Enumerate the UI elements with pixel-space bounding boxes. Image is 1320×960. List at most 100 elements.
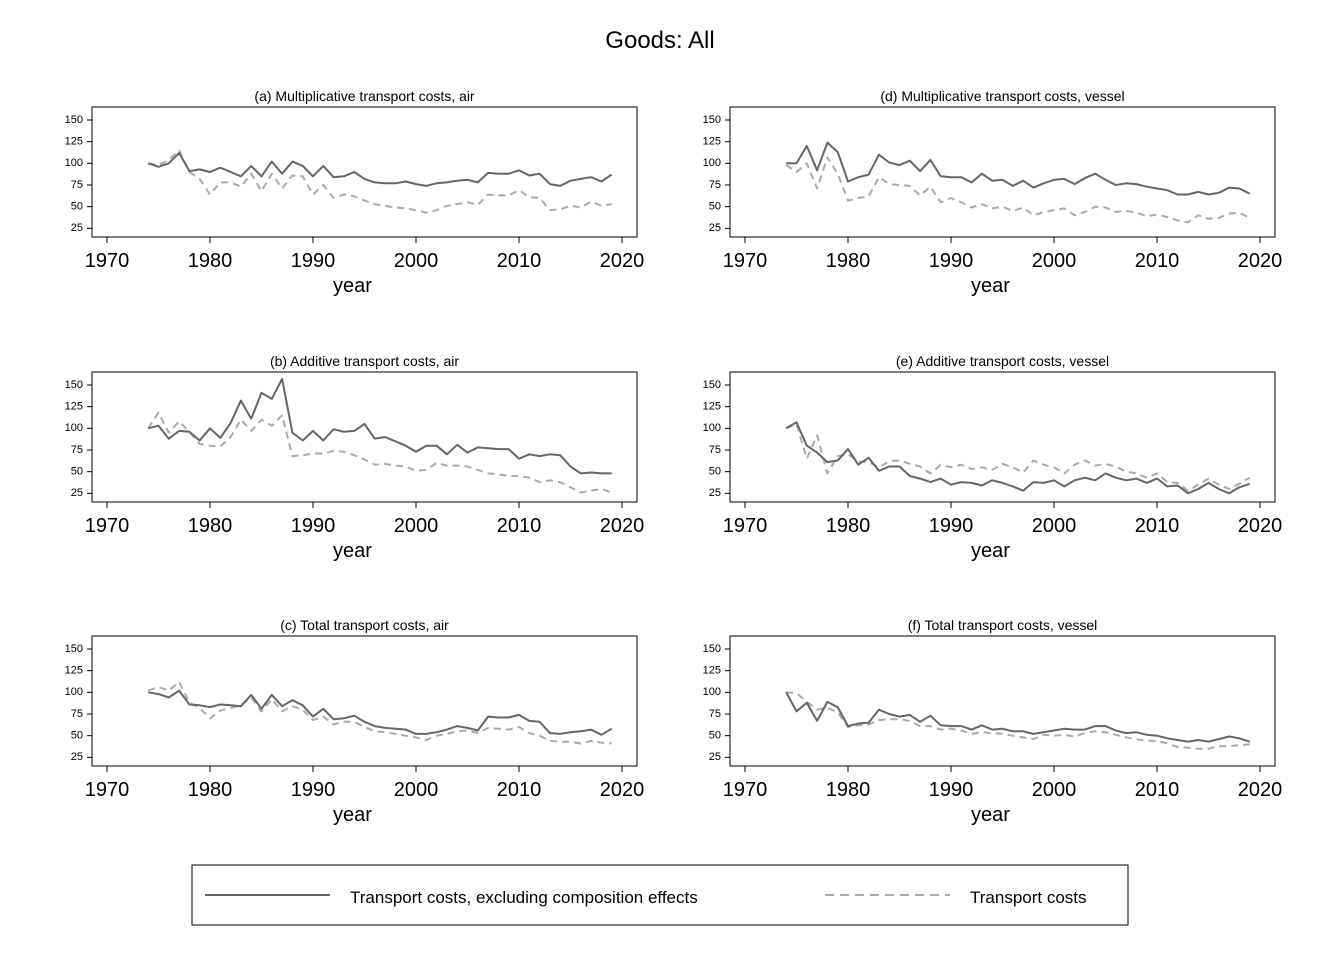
panel-b: (b) Additive transport costs, air 25 50 75 1…	[65, 353, 645, 562]
x-tick-label: 2010	[497, 250, 542, 272]
y-tick-label: 150	[65, 114, 83, 126]
y-tick-label: 150	[703, 379, 721, 391]
panel-title: (b) Additive transport costs, air	[270, 353, 459, 369]
y-tick-label: 100	[65, 686, 83, 698]
y-tick-label: 50	[709, 730, 721, 742]
x-tick-label: 1980	[188, 779, 233, 801]
x-axis-label: year	[333, 540, 372, 562]
panel-c: (c) Total transport costs, air 25 50 75 100 1…	[65, 617, 645, 826]
legend-label-excluding-composition: Transport costs, excluding composition e…	[350, 888, 698, 907]
panel-d: (d) Multiplicative transport costs, vess…	[703, 88, 1283, 297]
series-line-transport-costs	[147, 680, 612, 745]
series-line-transport-costs	[148, 149, 612, 214]
series-line-excluding-composition	[147, 151, 613, 187]
x-tick-label: 1980	[188, 250, 233, 272]
plot-frame	[91, 106, 638, 238]
y-tick-label: 50	[709, 201, 721, 213]
y-tick-label: 100	[65, 157, 83, 169]
panel-title: (d) Multiplicative transport costs, vess…	[880, 88, 1124, 104]
x-tick-label: 2020	[600, 515, 645, 537]
panel-f: (f) Total transport costs, vessel 25 50 75 1…	[703, 617, 1283, 826]
x-tick-label: 2010	[1135, 515, 1180, 537]
series-line-excluding-composition	[147, 377, 612, 475]
x-tick-label: 2000	[394, 515, 439, 537]
y-tick-label: 75	[709, 708, 721, 720]
x-tick-label: 1990	[929, 250, 974, 272]
y-tick-label: 75	[71, 708, 83, 720]
y-tick-label: 25	[71, 222, 83, 234]
plot-frame	[729, 635, 1276, 767]
x-tick-label: 2000	[1032, 779, 1077, 801]
x-tick-label: 1980	[826, 515, 871, 537]
y-tick-label: 25	[71, 751, 83, 763]
y-tick-label: 150	[65, 643, 83, 655]
panel-title: (a) Multiplicative transport costs, air	[254, 88, 475, 104]
x-tick-label: 1990	[929, 779, 974, 801]
y-tick-label: 75	[71, 179, 83, 191]
panel-title: (f) Total transport costs, vessel	[908, 617, 1098, 633]
y-tick-label: 100	[703, 157, 721, 169]
x-tick-label: 2000	[1032, 515, 1077, 537]
series-line-excluding-composition	[148, 689, 613, 736]
x-tick-label: 2010	[497, 515, 542, 537]
legend: Transport costs, excluding composition e…	[191, 864, 1129, 926]
x-axis-label: year	[333, 275, 372, 297]
y-tick-label: 150	[65, 379, 83, 391]
x-tick-label: 1970	[85, 779, 130, 801]
y-tick-label: 100	[703, 686, 721, 698]
panel-title: (e) Additive transport costs, vessel	[896, 353, 1109, 369]
y-tick-label: 125	[65, 136, 83, 148]
x-tick-label: 1990	[291, 515, 336, 537]
x-tick-label: 1970	[723, 779, 768, 801]
y-tick-label: 125	[703, 136, 721, 148]
x-tick-label: 1980	[826, 250, 871, 272]
x-tick-label: 1970	[85, 515, 130, 537]
y-tick-label: 25	[709, 222, 721, 234]
plot-frame	[91, 371, 638, 503]
x-tick-label: 1990	[929, 515, 974, 537]
y-tick-label: 125	[703, 401, 721, 413]
y-tick-label: 125	[65, 665, 83, 677]
y-tick-label: 150	[703, 114, 721, 126]
panel-e: (e) Additive transport costs, vessel 25 50…	[703, 353, 1283, 562]
main-title: Goods: All	[605, 27, 714, 54]
plot-frame	[729, 106, 1276, 238]
x-axis-label: year	[971, 804, 1010, 826]
x-tick-label: 1990	[291, 779, 336, 801]
y-tick-label: 50	[71, 201, 83, 213]
panel-title: (c) Total transport costs, air	[280, 617, 449, 633]
y-tick-label: 25	[709, 751, 721, 763]
y-tick-label: 50	[71, 730, 83, 742]
panels: (a) Multiplicative transport costs, air 2…	[65, 88, 1283, 826]
series-line-excluding-composition	[785, 691, 1251, 743]
series-line-transport-costs	[147, 411, 613, 494]
x-tick-label: 1970	[723, 250, 768, 272]
x-tick-label: 1980	[826, 779, 871, 801]
series-line-transport-costs	[786, 691, 1250, 750]
y-tick-label: 100	[65, 422, 83, 434]
panel-a: (a) Multiplicative transport costs, air 2…	[65, 88, 645, 297]
series-line-transport-costs	[785, 156, 1251, 224]
y-tick-label: 50	[71, 466, 83, 478]
y-tick-label: 75	[709, 444, 721, 456]
y-tick-label: 25	[71, 487, 83, 499]
x-tick-label: 1970	[85, 250, 130, 272]
y-tick-label: 125	[65, 401, 83, 413]
x-tick-label: 2020	[600, 779, 645, 801]
x-tick-label: 2020	[600, 250, 645, 272]
x-tick-label: 2010	[1135, 779, 1180, 801]
plot-frame	[91, 635, 638, 767]
x-tick-label: 1970	[723, 515, 768, 537]
y-tick-label: 125	[703, 665, 721, 677]
x-tick-label: 2000	[394, 779, 439, 801]
x-tick-label: 2020	[1238, 515, 1283, 537]
x-tick-label: 1980	[188, 515, 233, 537]
x-axis-label: year	[971, 275, 1010, 297]
y-tick-label: 75	[71, 444, 83, 456]
series-line-transport-costs	[785, 423, 1251, 492]
y-tick-label: 50	[709, 466, 721, 478]
x-tick-label: 2020	[1238, 250, 1283, 272]
y-tick-label: 150	[703, 643, 721, 655]
x-axis-label: year	[971, 540, 1010, 562]
